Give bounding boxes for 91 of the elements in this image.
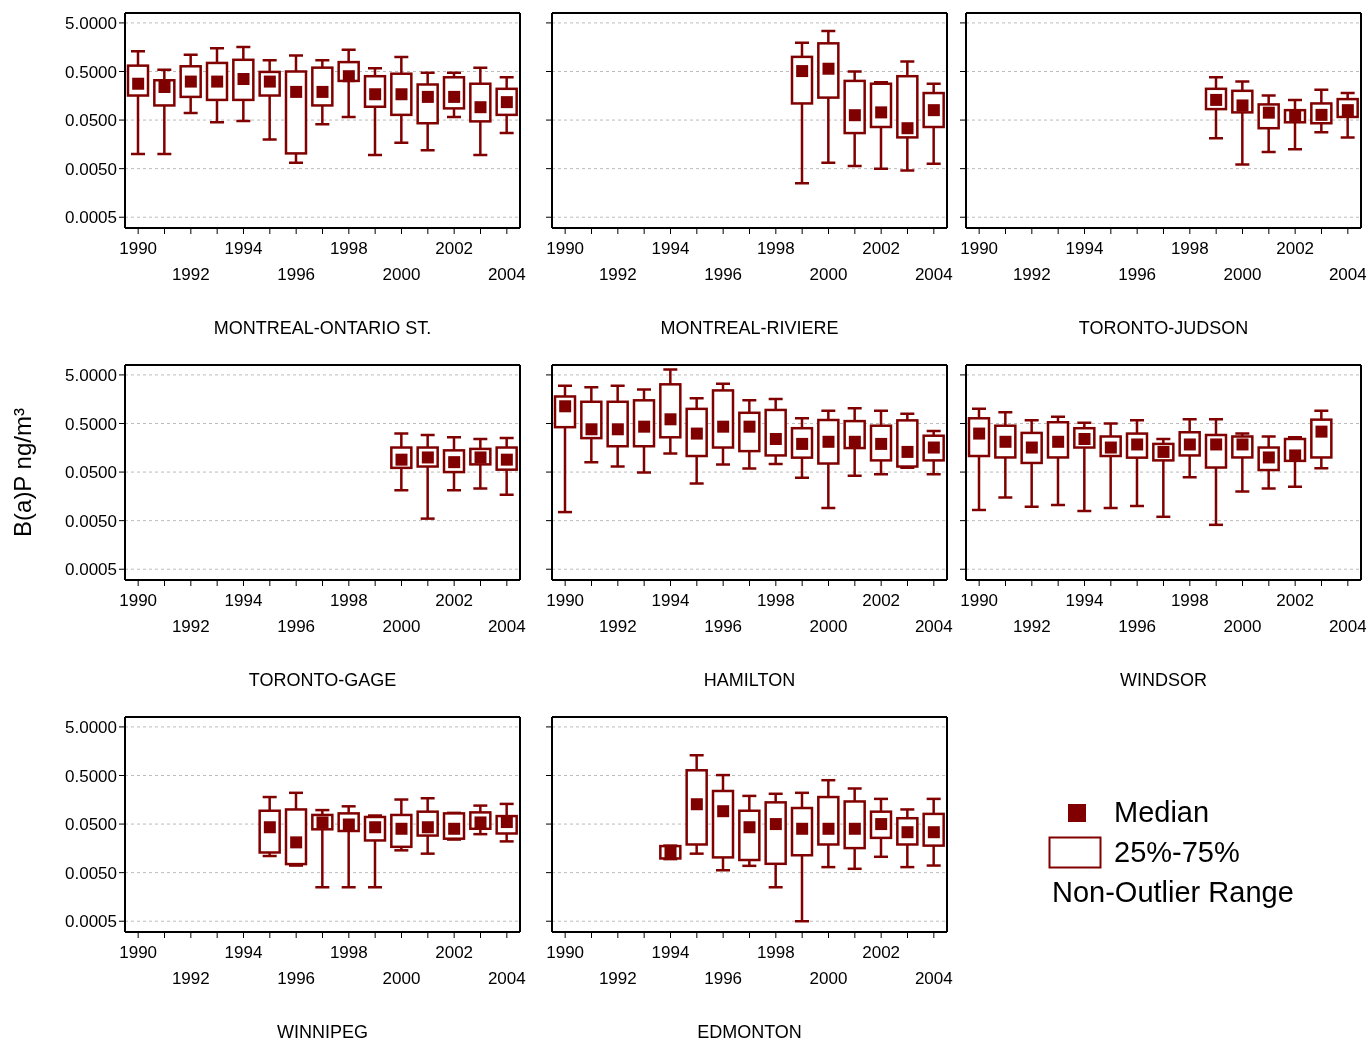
x-tick-label: 1994: [651, 591, 690, 610]
x-tick-label: 1996: [277, 265, 316, 284]
x-tick-label: 1990: [546, 591, 585, 610]
x-tick-label: 1998: [756, 943, 795, 962]
x-tick-label: 1992: [1012, 617, 1051, 636]
x-tick-label: 1994: [651, 943, 690, 962]
x-axis-title: WINNIPEG: [276, 1022, 369, 1042]
x-tick-label: 1996: [704, 265, 743, 284]
x-tick-label: 1992: [1012, 265, 1051, 284]
x-tick-label: 1998: [329, 239, 368, 258]
x-tick-label: 1998: [329, 591, 368, 610]
x-tick-label: 1998: [756, 591, 795, 610]
x-tick-label: 1998: [1170, 591, 1209, 610]
x-tick-label: 1992: [598, 969, 637, 988]
x-tick-label: 1994: [651, 239, 690, 258]
x-tick-label: 2004: [487, 265, 526, 284]
x-axis-title: MONTREAL-RIVIERE: [660, 318, 839, 338]
y-tick-label: 0.0500: [65, 815, 117, 835]
x-tick-label: 2000: [809, 969, 848, 988]
x-tick-label: 2000: [382, 617, 421, 636]
x-tick-label: 2000: [1223, 265, 1262, 284]
x-tick-label: 1992: [598, 265, 637, 284]
x-tick-label: 1996: [1118, 265, 1157, 284]
x-tick-label: 1998: [756, 239, 795, 258]
x-tick-label: 2004: [914, 265, 953, 284]
x-tick-label: 1990: [960, 591, 999, 610]
x-tick-label: 2004: [487, 969, 526, 988]
x-tick-label: 1998: [1170, 239, 1209, 258]
x-axis-title: MONTREAL-ONTARIO ST.: [213, 318, 432, 338]
y-tick-label: 0.5000: [65, 766, 117, 786]
x-tick-label: 2002: [1276, 239, 1315, 258]
x-tick-label: 1992: [171, 969, 210, 988]
x-tick-label: 2004: [487, 617, 526, 636]
x-tick-label: 2002: [435, 943, 474, 962]
x-tick-label: 1990: [119, 943, 158, 962]
y-tick-label: 0.0500: [65, 111, 117, 131]
text: 25%-75%: [1114, 836, 1240, 869]
x-tick-label: 1990: [546, 943, 585, 962]
y-tick-label: 0.0005: [65, 560, 117, 580]
x-tick-label: 2002: [862, 239, 901, 258]
x-tick-label: 1996: [1118, 617, 1157, 636]
y-axis-title: B(a)P ng/m³: [8, 408, 36, 537]
x-tick-label: 2002: [862, 943, 901, 962]
x-axis-title: WINDSOR: [1120, 670, 1207, 690]
text: Median: [1114, 796, 1210, 829]
x-tick-label: 1990: [546, 239, 585, 258]
x-tick-label: 1992: [598, 617, 637, 636]
x-tick-label: 2002: [1276, 591, 1315, 610]
x-tick-label: 1994: [224, 591, 263, 610]
x-tick-label: 2000: [1223, 617, 1262, 636]
x-tick-label: 2004: [1328, 265, 1366, 284]
x-tick-label: 1994: [1065, 591, 1104, 610]
y-tick-label: 5.0000: [65, 13, 117, 33]
y-tick-label: 0.0005: [65, 912, 117, 932]
y-tick-label: 0.5000: [65, 62, 117, 82]
x-tick-label: 1990: [119, 591, 158, 610]
x-tick-label: 2000: [809, 265, 848, 284]
x-axis-title: TORONTO-JUDSON: [1078, 318, 1249, 338]
y-tick-label: 0.0005: [65, 208, 117, 228]
x-tick-label: 1994: [1065, 239, 1104, 258]
y-tick-label: 0.0050: [65, 863, 117, 883]
x-axis-title: TORONTO-GAGE: [248, 670, 397, 690]
x-tick-label: 1992: [171, 265, 210, 284]
x-tick-label: 1990: [119, 239, 158, 258]
x-tick-label: 2000: [809, 617, 848, 636]
y-tick-label: 0.0050: [65, 511, 117, 531]
y-tick-label: 5.0000: [65, 717, 117, 737]
x-tick-label: 1992: [171, 617, 210, 636]
x-tick-label: 1996: [277, 617, 316, 636]
y-tick-label: 0.5000: [65, 414, 117, 434]
x-tick-label: 2004: [914, 969, 953, 988]
x-tick-label: 1998: [329, 943, 368, 962]
x-tick-label: 1996: [277, 969, 316, 988]
x-tick-label: 1990: [960, 239, 999, 258]
x-axis-title: EDMONTON: [697, 1022, 802, 1042]
y-tick-label: 0.0500: [65, 463, 117, 483]
x-tick-label: 1994: [224, 239, 263, 258]
x-tick-label: 2002: [862, 591, 901, 610]
text: Non-Outlier Range: [1052, 876, 1294, 909]
x-tick-label: 1994: [224, 943, 263, 962]
y-tick-label: 5.0000: [65, 365, 117, 385]
x-tick-label: 2000: [382, 969, 421, 988]
x-tick-label: 2004: [1328, 617, 1366, 636]
x-tick-label: 2002: [435, 239, 474, 258]
x-tick-label: 2000: [382, 265, 421, 284]
x-axis-title: HAMILTON: [703, 670, 796, 690]
x-tick-label: 2002: [435, 591, 474, 610]
x-tick-label: 1996: [704, 969, 743, 988]
x-tick-label: 1996: [704, 617, 743, 636]
x-tick-label: 2004: [914, 617, 953, 636]
y-tick-label: 0.0050: [65, 159, 117, 179]
